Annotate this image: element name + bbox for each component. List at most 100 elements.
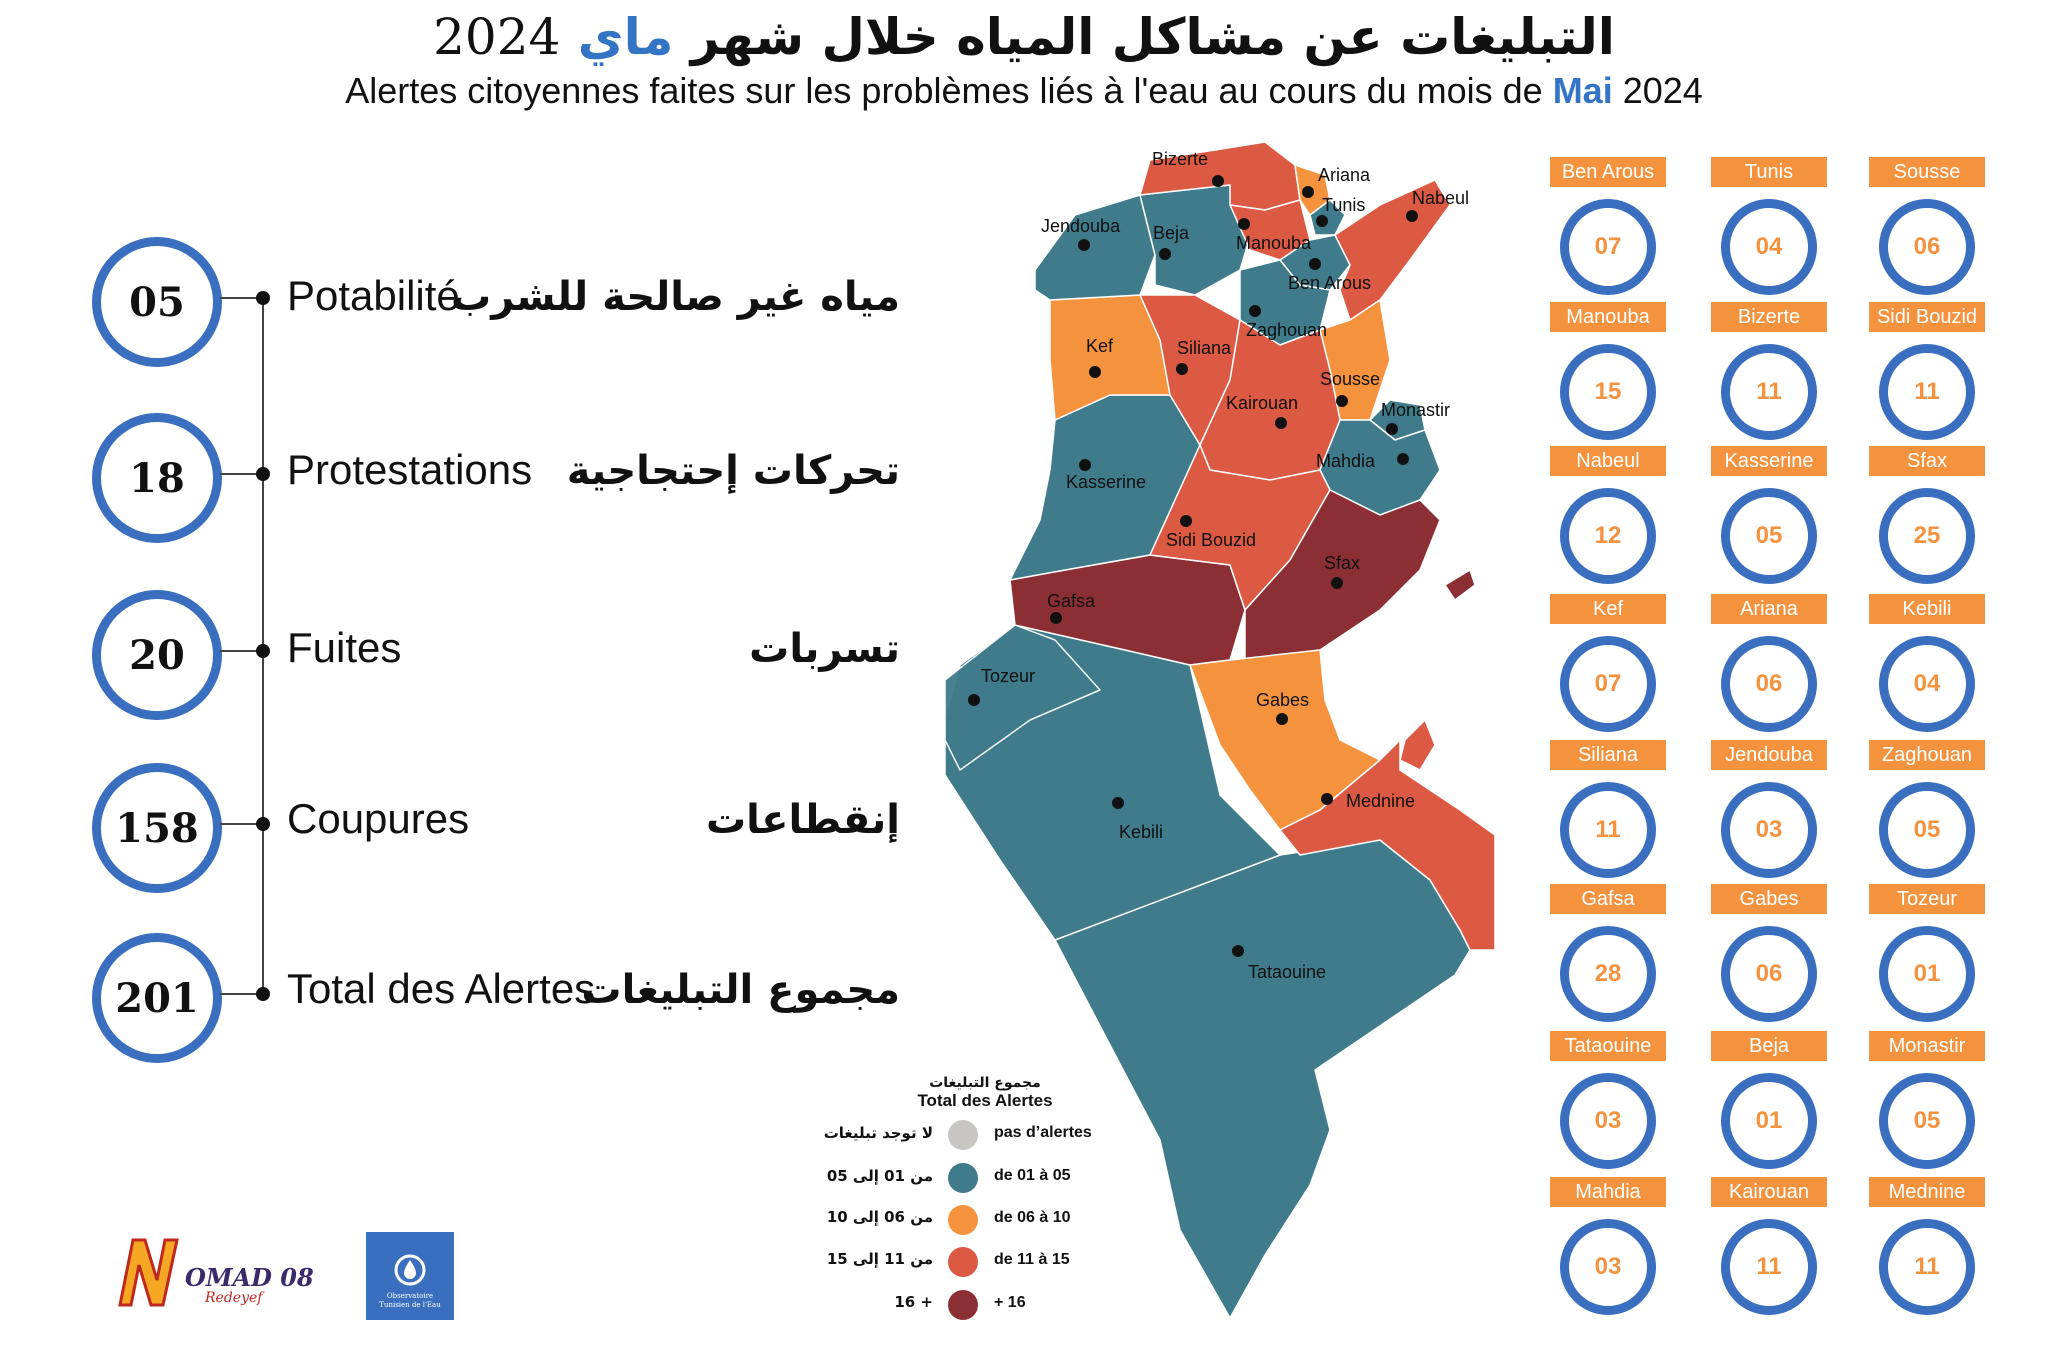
governorate-name: Sousse xyxy=(1869,157,1985,187)
stat-connector xyxy=(220,823,262,825)
stat-label-ar: تحركات إحتجاجية xyxy=(566,448,900,494)
governorate-name: Siliana xyxy=(1550,740,1666,770)
title-french-text: Alertes citoyennes faites sur les problè… xyxy=(345,70,1543,111)
governorate-value-circle: 03 xyxy=(1560,1219,1656,1315)
map-label-ariana: Ariana xyxy=(1318,165,1371,185)
city-dot-kasserine xyxy=(1079,459,1091,471)
stat-value-circle: 05 xyxy=(92,237,222,367)
governorate-name: Kasserine xyxy=(1711,446,1827,476)
stat-label-ar: مجموع التبليغات xyxy=(581,967,900,1013)
governorate-value-circle: 03 xyxy=(1721,782,1817,878)
governorate-value-circle: 28 xyxy=(1560,926,1656,1022)
legend-label-fr: de 06 à 10 xyxy=(994,1209,1071,1226)
governorate-value-circle: 01 xyxy=(1721,1073,1817,1169)
map-label-kebili: Kebili xyxy=(1119,822,1164,842)
governorate-value-circle: 06 xyxy=(1721,636,1817,732)
governorate-name: Monastir xyxy=(1869,1031,1985,1061)
map-label-tozeur: Tozeur xyxy=(981,666,1036,686)
governorate-name: Mahdia xyxy=(1550,1177,1666,1207)
legend-label-fr: de 01 à 05 xyxy=(994,1167,1071,1184)
governorate-name: Gafsa xyxy=(1550,884,1666,914)
nomad-logo-sub: Redeyef xyxy=(205,1290,263,1306)
governorate-name: Mednine xyxy=(1869,1177,1985,1207)
city-dot-sidi-bouzid xyxy=(1180,515,1192,527)
governorate-name: Bizerte xyxy=(1711,302,1827,332)
city-dot-ariana xyxy=(1302,186,1314,198)
stat-value-circle: 18 xyxy=(92,413,222,543)
governorate-value-circle: 05 xyxy=(1879,1073,1975,1169)
governorate-value-circle: 25 xyxy=(1879,488,1975,584)
governorate-name: Sidi Bouzid xyxy=(1869,302,1985,332)
stat-connector xyxy=(220,650,262,652)
water-drop-icon xyxy=(394,1254,426,1286)
city-dot-zaghouan xyxy=(1249,305,1261,317)
legend-label-ar: لا توجد تبليغات xyxy=(823,1124,933,1142)
stat-label-ar: تسربات xyxy=(749,626,900,672)
governorate-name: Tunis xyxy=(1711,157,1827,187)
legend-swatch xyxy=(948,1247,978,1277)
title-french-year: 2024 xyxy=(1622,70,1703,111)
title-arabic: التبليغات عن مشاكل المياه خلال شهر ماي 2… xyxy=(0,8,2048,66)
governorate-name: Nabeul xyxy=(1550,446,1666,476)
legend-swatch xyxy=(948,1120,978,1150)
legend-swatch xyxy=(948,1205,978,1235)
governorate-value-circle: 07 xyxy=(1560,636,1656,732)
stat-label-fr: Coupures xyxy=(287,795,470,842)
city-dot-ben-arous xyxy=(1309,258,1321,270)
city-dot-kairouan xyxy=(1275,417,1287,429)
stat-label-fr: Fuites xyxy=(287,624,402,671)
governorate-value-circle: 04 xyxy=(1721,199,1817,295)
legend-label-fr: + 16 xyxy=(994,1294,1026,1311)
governorate-value-circle: 11 xyxy=(1560,782,1656,878)
ote-logo-line2: Tunisien de l'Eau xyxy=(379,1301,441,1309)
governorate-value-circle: 11 xyxy=(1879,1219,1975,1315)
legend-label-ar: من 01 إلى 05 xyxy=(826,1167,933,1185)
city-dot-kef xyxy=(1089,366,1101,378)
city-dot-mednine xyxy=(1321,793,1333,805)
governorate-value-circle: 15 xyxy=(1560,344,1656,440)
governorate-name: Kef xyxy=(1550,594,1666,624)
stat-label-fr: Potabilité xyxy=(287,272,460,319)
governorate-name: Ariana xyxy=(1711,594,1827,624)
region-mednine xyxy=(1279,739,1496,951)
city-dot-tozeur xyxy=(968,694,980,706)
governorate-value-circle: 06 xyxy=(1721,926,1817,1022)
map-label-monastir: Monastir xyxy=(1381,400,1451,420)
map-label-nabeul: Nabeul xyxy=(1412,188,1470,208)
map-label-kasserine: Kasserine xyxy=(1066,472,1147,492)
nomad-logo-text: OMAD 08 xyxy=(185,1263,314,1292)
tunisia-map xyxy=(944,141,1496,1319)
governorate-value-circle: 01 xyxy=(1879,926,1975,1022)
stat-dot xyxy=(256,467,270,481)
stat-value-circle: 158 xyxy=(92,763,222,893)
governorate-name: Sfax xyxy=(1869,446,1985,476)
map-label-kef: Kef xyxy=(1086,336,1114,356)
map-label-sfax: Sfax xyxy=(1324,553,1361,573)
map-label-zaghouan: Zaghouan xyxy=(1246,320,1328,340)
governorate-name: Zaghouan xyxy=(1869,740,1985,770)
governorate-name: Ben Arous xyxy=(1550,157,1666,187)
governorate-value-circle: 03 xyxy=(1560,1073,1656,1169)
title-french-month: Mai xyxy=(1552,70,1613,111)
stat-dot xyxy=(256,987,270,1001)
city-dot-monastir xyxy=(1386,423,1398,435)
region-kerkennah xyxy=(1444,569,1476,601)
legend-title: مجموع التبليغات Total des Alertes xyxy=(875,1075,1095,1111)
governorate-name: Kebili xyxy=(1869,594,1985,624)
governorate-name: Beja xyxy=(1711,1031,1827,1061)
title-arabic-month: ماي xyxy=(577,8,674,66)
ote-logo-text: Observatoire Tunisien de l'Eau xyxy=(366,1292,454,1310)
stat-value-circle: 20 xyxy=(92,590,222,720)
city-dot-bizerte xyxy=(1212,175,1224,187)
region-tozeur xyxy=(944,624,1101,771)
legend-label-ar: من 11 إلى 15 xyxy=(826,1250,933,1268)
title-french: Alertes citoyennes faites sur les problè… xyxy=(0,70,2048,112)
map-label-tataouine: Tataouine xyxy=(1248,962,1327,982)
city-dot-tunis xyxy=(1316,215,1328,227)
nomad-logo: OMAD 08 Redeyef xyxy=(115,1230,315,1310)
governorate-value-circle: 05 xyxy=(1721,488,1817,584)
map-label-gafsa: Gafsa xyxy=(1047,591,1096,611)
governorate-value-circle: 11 xyxy=(1721,344,1817,440)
map-label-ben-arous: Ben Arous xyxy=(1288,273,1372,293)
region-djerba xyxy=(1399,719,1436,771)
